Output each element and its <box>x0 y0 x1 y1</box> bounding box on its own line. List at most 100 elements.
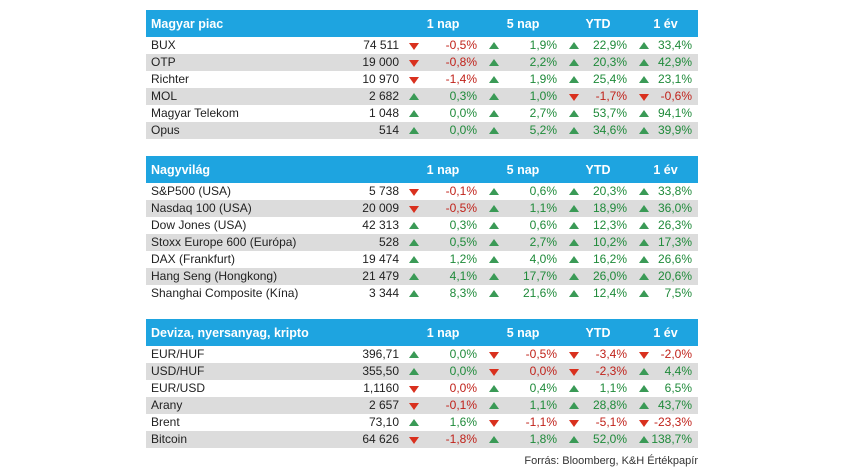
change-cell: 6,5% <box>633 380 698 397</box>
change-cell: -1,8% <box>403 431 484 448</box>
change-cell: -3,4% <box>563 346 633 363</box>
table-row: DAX (Frankfurt) 19 474 1,2% 4,0% 16,2% 26,6% <box>146 251 698 268</box>
change-value: 52,0% <box>592 432 628 446</box>
change-cell: -0,1% <box>403 183 483 200</box>
change-value: 1,1% <box>529 201 557 215</box>
change-cell: 52,0% <box>563 431 634 448</box>
triangle-up-icon <box>489 385 500 392</box>
triangle-up-icon <box>409 419 420 426</box>
triangle-up-icon <box>639 239 649 246</box>
change-cell: 0,0% <box>403 363 484 380</box>
column-header: 1 év <box>633 156 698 183</box>
change-cell: 26,6% <box>633 251 698 268</box>
section-table: Nagyvilág 1 nap 5 nap YTD 1 év S&P500 (USA) 5 … <box>146 156 698 302</box>
change-value: 2,7% <box>529 235 557 249</box>
change-cell: 0,5% <box>403 234 483 251</box>
triangle-up-icon <box>489 436 500 443</box>
change-value: 4,0% <box>529 252 557 266</box>
change-cell: 18,9% <box>563 200 633 217</box>
change-value: 1,0% <box>529 89 558 103</box>
table-row: USD/HUF 355,50 0,0% 0,0% -2,3% 4,4% <box>146 363 699 380</box>
change-value: -2,0% <box>660 347 693 361</box>
triangle-up-icon <box>569 436 580 443</box>
change-cell: 20,6% <box>633 268 698 285</box>
change-cell: -0,5% <box>403 37 483 54</box>
change-cell: 0,6% <box>483 183 563 200</box>
instrument-name: Magyar Telekom <box>151 106 239 120</box>
change-value: 17,3% <box>657 235 692 249</box>
triangle-down-icon <box>409 206 419 213</box>
column-header: 1 év <box>633 319 699 346</box>
change-cell: 1,8% <box>483 431 564 448</box>
change-cell: 5,2% <box>483 122 564 139</box>
instrument-value: 19 474 <box>362 252 399 266</box>
change-cell: -0,5% <box>403 200 483 217</box>
change-value: 4,1% <box>449 269 477 283</box>
change-value: 0,6% <box>529 184 557 198</box>
instrument-value: 64 626 <box>321 431 404 448</box>
section-title: Deviza, nyersanyag, kripto <box>146 319 404 346</box>
change-value: 1,9% <box>529 72 558 86</box>
change-cell: 23,1% <box>633 71 698 88</box>
triangle-up-icon <box>569 273 579 280</box>
triangle-up-icon <box>569 59 580 66</box>
triangle-up-icon <box>639 436 650 443</box>
instrument-name: Shanghai Composite (Kína) <box>151 286 299 300</box>
change-value: 0,0% <box>449 347 478 361</box>
triangle-down-icon <box>569 94 580 101</box>
instrument-name: Dow Jones (USA) <box>151 218 247 232</box>
instrument-name: Richter <box>151 72 190 86</box>
table-row: Magyar Telekom 1 048 0,0% 2,7% 53,7% 94,1% <box>146 105 698 122</box>
instrument-name: Hang Seng (Hongkong) <box>146 268 321 285</box>
change-cell: 12,3% <box>563 217 633 234</box>
instrument-name: DAX (Frankfurt) <box>151 252 236 266</box>
change-value: -0,6% <box>660 89 693 103</box>
change-value: 0,3% <box>449 218 477 232</box>
change-cell: 4,4% <box>633 363 699 380</box>
table-row: Arany 2 657 -0,1% 1,1% 28,8% 43,7% <box>146 397 699 414</box>
change-value: -3,4% <box>595 347 628 361</box>
change-value: -2,3% <box>595 364 628 378</box>
instrument-value: 1,1160 <box>363 381 400 395</box>
source-note: Forrás: Bloomberg, K&H Értékpapír <box>524 455 698 467</box>
instrument-name: EUR/USD <box>151 381 206 395</box>
change-value: 1,8% <box>529 432 558 446</box>
change-cell: 4,1% <box>403 268 483 285</box>
change-value: 2,2% <box>529 55 558 69</box>
triangle-down-icon <box>409 437 420 444</box>
change-value: -1,4% <box>445 72 478 86</box>
instrument-name: Bitcoin <box>146 431 321 448</box>
change-value: 53,7% <box>592 106 628 120</box>
change-cell: 0,4% <box>483 380 563 397</box>
triangle-up-icon <box>639 110 650 117</box>
instrument-name: Stoxx Europe 600 (Európa) <box>146 234 321 251</box>
instrument-name: S&P500 (USA) <box>151 184 232 198</box>
change-value: 28,8% <box>592 398 628 412</box>
instrument-value: 2 657 <box>321 397 404 414</box>
change-cell: 17,3% <box>633 234 698 251</box>
change-value: -0,1% <box>445 398 478 412</box>
change-cell: 1,1% <box>483 200 563 217</box>
change-cell: 22,9% <box>563 37 633 54</box>
change-value: -5,1% <box>595 415 628 429</box>
table-row: Shanghai Composite (Kína) 3 344 8,3% 21,6% 1… <box>146 285 698 302</box>
change-cell: 0,0% <box>403 122 484 139</box>
change-cell: 36,0% <box>633 200 698 217</box>
triangle-down-icon <box>409 43 420 50</box>
change-value: -0,5% <box>445 38 478 52</box>
change-value: 33,8% <box>657 184 692 198</box>
change-cell: 0,0% <box>483 363 564 380</box>
section-title: Nagyvilág <box>146 156 403 183</box>
change-value: 12,3% <box>592 218 627 232</box>
change-value: 1,6% <box>449 415 478 429</box>
instrument-name: OTP <box>146 54 321 71</box>
instrument-value: 514 <box>321 122 404 139</box>
triangle-up-icon <box>489 76 500 83</box>
triangle-down-icon <box>639 94 650 101</box>
instrument-name: USD/HUF <box>146 363 321 380</box>
change-value: 33,4% <box>657 38 693 52</box>
change-value: 20,6% <box>657 269 692 283</box>
triangle-up-icon <box>409 290 419 297</box>
instrument-value: 528 <box>321 234 403 251</box>
change-cell: 20,3% <box>563 54 634 71</box>
